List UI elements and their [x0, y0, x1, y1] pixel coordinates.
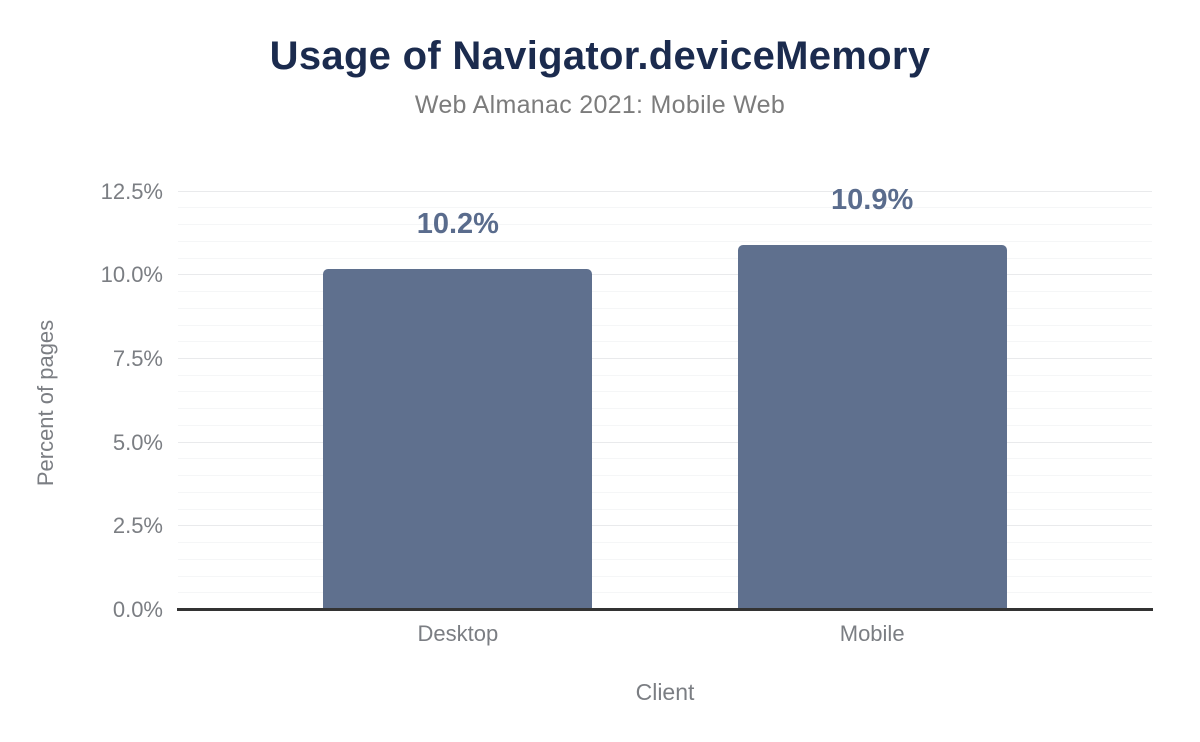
y-axis-tick-labels: 0.0% 2.5% 5.0% 7.5% 10.0% 12.5%	[0, 179, 163, 622]
minor-gridline	[178, 291, 1152, 293]
minor-gridline	[178, 475, 1152, 477]
bar-slot-desktop: 10.2%	[323, 185, 593, 610]
minor-gridline	[178, 424, 1152, 426]
minor-gridline	[178, 575, 1152, 577]
x-tick-label-desktop: Desktop	[417, 621, 499, 646]
bar-mobile	[737, 245, 1007, 610]
major-gridline	[178, 525, 1152, 527]
bar-group: 10.2% 10.9%	[178, 184, 1152, 610]
y-tick-label: 5.0%	[112, 429, 163, 455]
minor-gridline	[178, 458, 1152, 460]
minor-gridline	[178, 558, 1152, 560]
minor-gridline	[178, 324, 1152, 326]
minor-gridline	[178, 307, 1152, 309]
bar-value-label: 10.9%	[831, 184, 914, 217]
x-axis-tick-labels: Desktop Mobile	[178, 621, 1152, 647]
bar-value-label: 10.2%	[416, 207, 499, 240]
minor-gridline	[178, 224, 1152, 226]
minor-gridline	[178, 592, 1152, 594]
chart-title: Usage of Navigator.deviceMemory	[269, 34, 931, 78]
major-gridline	[178, 190, 1152, 192]
major-gridline	[178, 358, 1152, 360]
minor-gridline	[178, 240, 1152, 242]
major-gridline	[178, 274, 1152, 276]
major-gridline	[178, 441, 1152, 443]
y-tick-label: 10.0%	[100, 262, 163, 288]
minor-gridline	[178, 207, 1152, 209]
minor-gridline	[178, 391, 1152, 393]
minor-gridline	[178, 374, 1152, 376]
minor-gridline	[178, 491, 1152, 493]
y-tick-label: 2.5%	[112, 513, 163, 539]
x-axis-line	[177, 608, 1153, 611]
x-axis-title: Client	[635, 679, 695, 705]
chart-subtitle: Web Almanac 2021: Mobile Web	[414, 91, 786, 119]
x-tick-label-mobile: Mobile	[839, 621, 905, 646]
y-tick-label: 7.5%	[112, 346, 163, 372]
minor-gridline	[178, 408, 1152, 410]
plot-area: 10.2% 10.9%	[178, 184, 1152, 610]
y-tick-label: 0.0%	[112, 597, 163, 622]
minor-gridline	[178, 257, 1152, 259]
minor-gridline	[178, 542, 1152, 544]
minor-gridline	[178, 341, 1152, 343]
y-tick-label: 12.5%	[100, 178, 163, 204]
bar-desktop	[323, 268, 593, 610]
minor-gridline	[178, 508, 1152, 510]
bar-slot-mobile: 10.9%	[737, 184, 1007, 610]
